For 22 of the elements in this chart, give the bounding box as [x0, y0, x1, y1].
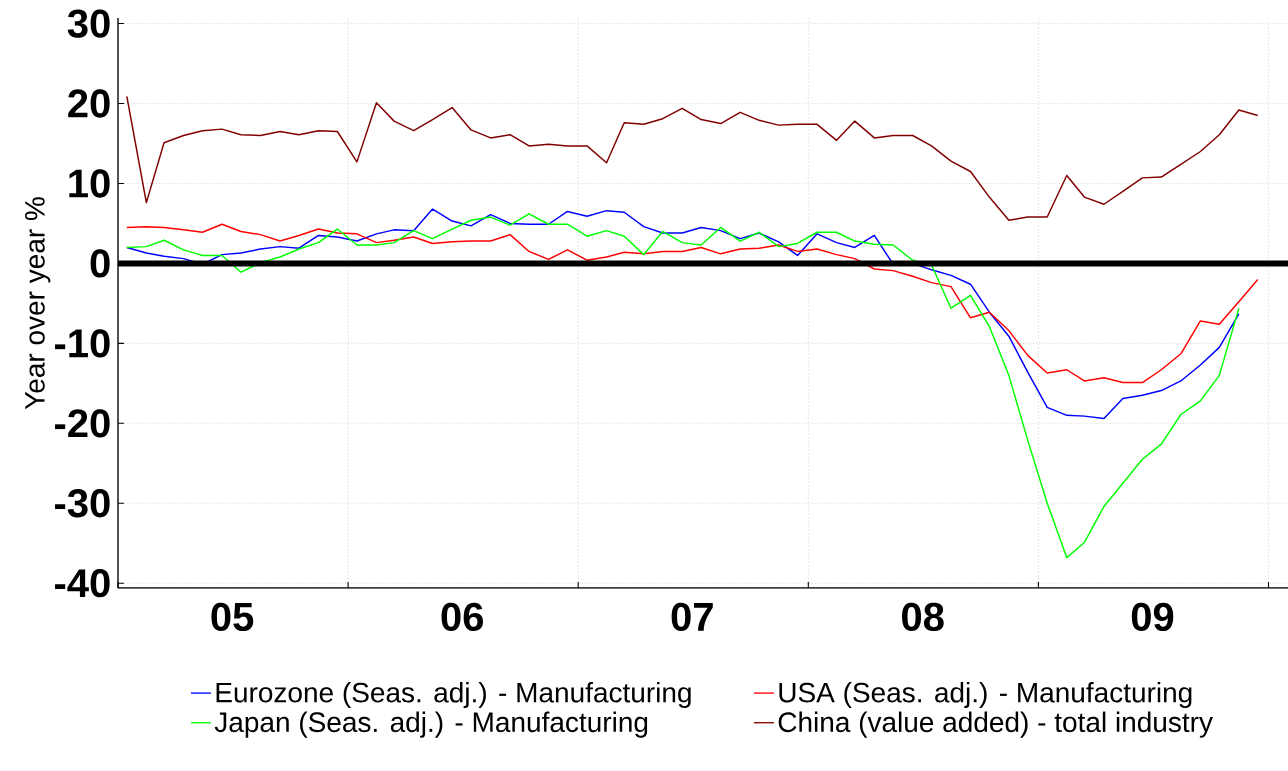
y-tick-label: 30: [67, 9, 110, 38]
line-series: [126, 213, 1240, 559]
legend-label: China (value added) - total industry: [778, 711, 1213, 738]
y-tick-label: 10: [69, 169, 110, 198]
y-axis-title: Year over year %: [25, 197, 51, 410]
x-tick-label: 08: [902, 602, 944, 632]
y-tick-label: 0: [90, 249, 110, 278]
legend-label: Eurozone (Seas. adj.) - Manufacturing: [216, 681, 691, 709]
x-tick-label: 06: [441, 602, 483, 632]
y-tick-label: -40: [55, 569, 110, 598]
y-tick-label: -10: [55, 329, 110, 358]
x-tick-label: 07: [671, 602, 713, 632]
legend-label: USA (Seas. adj.) - Manufacturing: [779, 681, 1192, 709]
y-tick-label: -20: [55, 409, 110, 438]
y-tick-label: 20: [68, 89, 110, 118]
y-tick-label: -30: [55, 489, 110, 518]
line-series: [126, 223, 1259, 384]
legend-label: Japan (Seas. adj.) - Manufacturing: [214, 711, 648, 738]
x-tick-label: 09: [1131, 602, 1174, 632]
line-series: [126, 95, 1259, 221]
x-tick-label: 05: [211, 602, 254, 632]
line-series: [126, 208, 1240, 420]
